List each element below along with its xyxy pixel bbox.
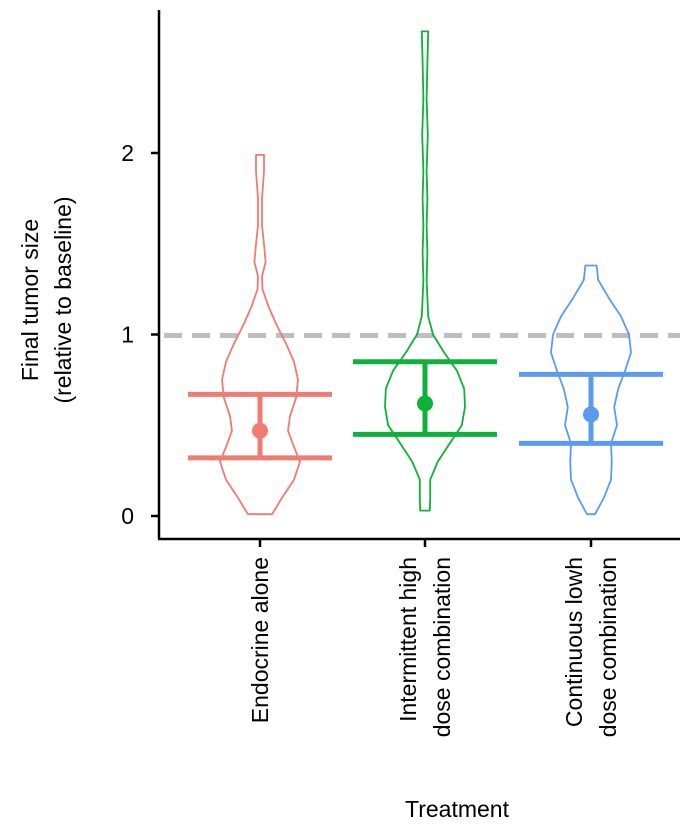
category-group: Continuous lowh dose combination (519, 264, 663, 737)
x-axis-title: Treatment (405, 796, 510, 822)
median-point (417, 395, 433, 412)
category-label: dose combination (429, 557, 455, 737)
y-axis-title-line-1: Final tumor size (17, 219, 43, 381)
category-label: Endocrine alone (247, 557, 273, 723)
violin-shape (384, 30, 466, 512)
category-label: Intermittent high (395, 557, 421, 722)
category-label: dose combination (595, 557, 621, 737)
y-tick-label: 0 (121, 503, 134, 529)
violin-shape (219, 153, 301, 516)
category-label: Continuous lowh (561, 557, 587, 727)
y-tick-label: 2 (121, 140, 134, 166)
category-group: Intermittent high dose combination (353, 30, 497, 737)
y-tick-label: 1 (121, 322, 134, 348)
median-point (252, 422, 268, 439)
median-point (583, 406, 599, 423)
y-axis-title-line-2: (relative to baseline) (50, 196, 76, 403)
category-group: Endocrine alone (188, 153, 332, 723)
